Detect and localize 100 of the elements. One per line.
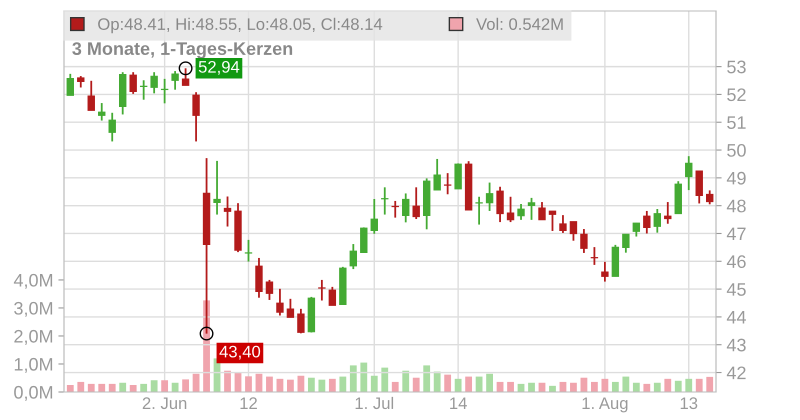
candlestick — [402, 192, 410, 224]
candlestick — [412, 186, 420, 220]
y2-tick-label: 45 — [726, 283, 746, 296]
bar — [339, 376, 346, 392]
candlestick — [328, 286, 336, 306]
bar — [412, 378, 420, 392]
candlestick — [286, 298, 294, 318]
candlestick — [622, 233, 630, 254]
candlestick — [213, 160, 221, 216]
candlestick — [506, 196, 514, 223]
candlestick — [88, 80, 95, 112]
x-tick-label: 1. Aug — [582, 397, 628, 412]
candlestick — [150, 71, 158, 94]
bar — [328, 378, 336, 392]
bar — [381, 368, 388, 392]
bar — [234, 372, 242, 392]
candlestick — [108, 112, 116, 142]
bar — [528, 382, 535, 392]
bar — [664, 378, 672, 392]
bar — [192, 374, 200, 392]
y2-tick-label: 47 — [726, 228, 746, 240]
annotation: 43,40 — [219, 346, 260, 360]
bar — [297, 376, 304, 392]
bar — [454, 378, 462, 392]
y2-tick-label: 53 — [727, 60, 746, 74]
bar — [287, 380, 294, 392]
bar — [392, 382, 399, 392]
x-tick-label: 13 — [680, 397, 698, 410]
candlestick — [297, 308, 305, 334]
bar — [172, 382, 179, 392]
candlestick — [685, 155, 692, 192]
candlestick — [98, 102, 106, 122]
bar — [486, 374, 493, 392]
bar — [77, 382, 84, 392]
y-tick-label: 0,0M — [14, 386, 52, 401]
y2-tick-label: 52 — [727, 88, 746, 102]
y2-tick-label: 43 — [726, 338, 746, 352]
bar — [402, 370, 410, 392]
bar — [674, 380, 682, 392]
bar — [370, 376, 378, 392]
y-tick-label: 1,0M — [14, 358, 52, 373]
candlestick — [548, 210, 556, 232]
annotation: 52,94 — [198, 60, 240, 75]
bar — [560, 382, 566, 392]
bar — [423, 365, 430, 392]
y-tick-label: 3,0M — [14, 302, 52, 317]
candlestick — [129, 71, 137, 95]
bar — [256, 374, 262, 392]
bar — [476, 376, 483, 392]
candlestick — [496, 186, 504, 223]
candlestick — [570, 220, 578, 242]
candlestick — [276, 288, 284, 316]
bar — [182, 379, 189, 392]
candlestick — [266, 279, 274, 301]
text: 3 Monate, 1-Tages-Kerzen — [72, 42, 292, 59]
y2-tick-label: 46 — [726, 255, 746, 268]
bar — [276, 378, 284, 392]
candlestick — [370, 198, 378, 235]
y2-tick-label: 44 — [726, 311, 746, 324]
x-tick-label: 1. Jul — [356, 396, 394, 410]
bar — [696, 378, 703, 392]
candlestick — [381, 186, 388, 216]
bar — [308, 378, 315, 392]
candlestick — [590, 246, 598, 266]
candlestick — [171, 70, 179, 91]
bar — [549, 386, 556, 392]
bar — [538, 382, 546, 392]
bar — [570, 382, 577, 392]
y2-tick-label: 51 — [727, 116, 746, 129]
candlestick — [528, 196, 536, 221]
bar — [580, 378, 588, 392]
y-tick-label: 2,0M — [14, 330, 52, 345]
bar — [465, 376, 472, 392]
bar — [685, 378, 692, 392]
candlestick — [77, 75, 84, 88]
candlestick — [654, 208, 662, 234]
candlestick — [433, 158, 441, 192]
bar — [622, 376, 630, 392]
bar — [496, 382, 504, 392]
bar — [612, 382, 619, 392]
bar — [444, 374, 452, 392]
candlestick — [538, 201, 546, 221]
bar — [601, 378, 608, 392]
y2-tick-label: 50 — [727, 144, 746, 157]
x-tick-label: 12 — [240, 397, 257, 409]
bar — [360, 362, 368, 392]
candlestick — [140, 79, 148, 101]
y2-tick-label: 42 — [726, 366, 746, 380]
candlestick — [517, 203, 525, 221]
legend-label: Vol: 0.542M — [476, 18, 563, 30]
candlestick — [182, 67, 190, 86]
y2-tick-label: 49 — [726, 172, 746, 185]
bar — [318, 380, 326, 392]
bar — [507, 382, 514, 392]
candlestick — [350, 243, 358, 270]
x-tick-label: 2. Jun — [142, 397, 186, 410]
bar — [161, 380, 168, 392]
y2-tick-label: 48 — [726, 200, 746, 212]
candlestick — [192, 91, 200, 142]
bar — [518, 384, 524, 392]
